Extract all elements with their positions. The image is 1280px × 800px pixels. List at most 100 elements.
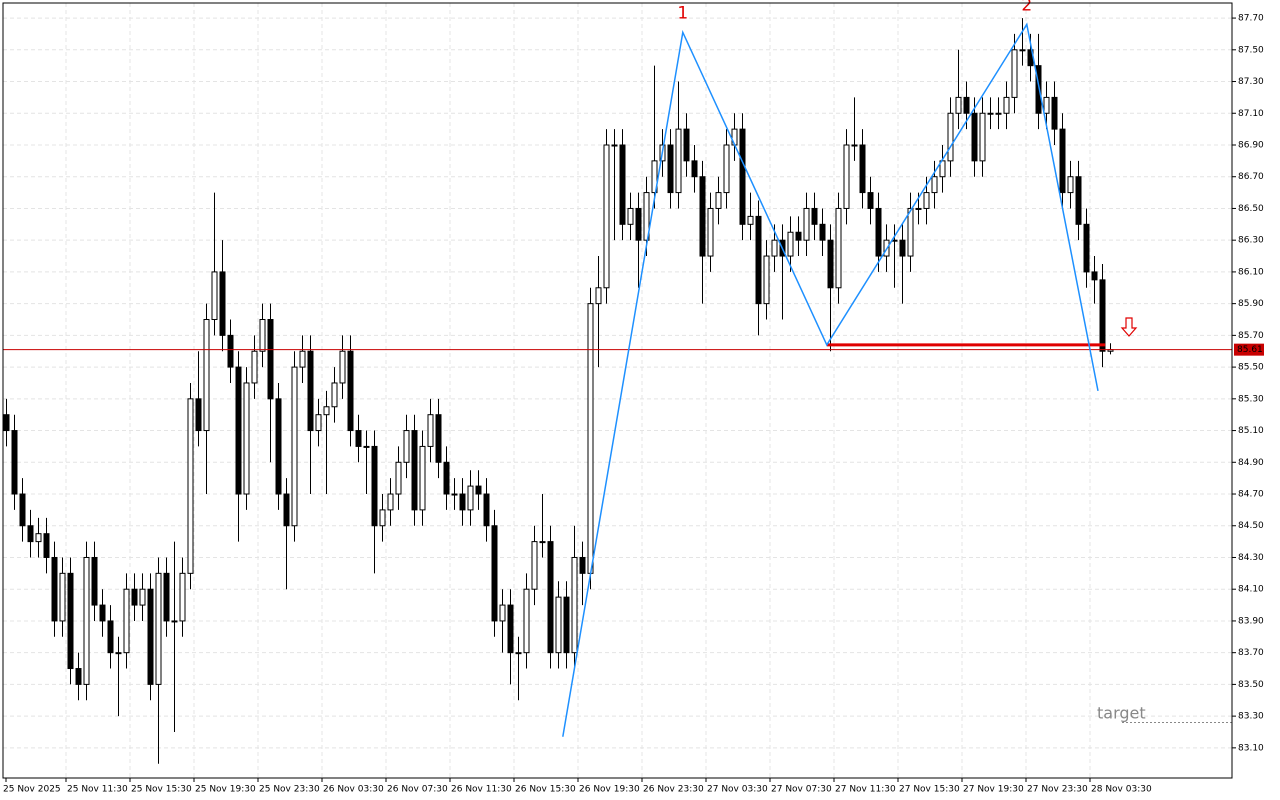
candle-body (1019, 49, 1026, 52)
plot-area: 1 2 target (3, 0, 1232, 764)
candle-body (1035, 65, 1042, 114)
candle-body (979, 112, 986, 162)
y-tick-label: 87.50 (1238, 45, 1264, 55)
candle-body (603, 144, 610, 289)
candle-body (1003, 96, 1010, 114)
pattern-label: 2 (1021, 0, 1032, 15)
candle-body (875, 207, 882, 257)
candle-body (859, 144, 866, 194)
x-tick-label: 28 Nov 03:30 (1091, 785, 1152, 795)
candle-body (683, 128, 690, 162)
zigzag-line (562, 22, 1099, 737)
target-label: target (1097, 703, 1146, 722)
candle-body (771, 239, 778, 257)
candle-body (355, 430, 362, 447)
candle-body (707, 207, 714, 257)
candle-body (339, 350, 346, 384)
candle-body (347, 350, 354, 432)
y-tick-label: 84.90 (1238, 458, 1264, 468)
plot-border (2, 2, 1233, 779)
y-tick-label: 87.10 (1238, 109, 1264, 119)
candle-body (907, 207, 914, 257)
candle-body (731, 128, 738, 146)
candle-body (635, 207, 642, 241)
x-tick-label: 26 Nov 11:30 (451, 785, 512, 795)
candle-body (259, 319, 266, 352)
axes: 83.10 83.30 83.50 83.70 83.90 84.10 84.30 84.50… (3, 14, 1264, 795)
candle-body (243, 382, 250, 495)
candle-body (131, 588, 138, 606)
y-tick-label: 84.10 (1238, 585, 1264, 595)
candle-body (531, 541, 538, 590)
candle-body (619, 144, 626, 225)
candle-body (627, 207, 634, 225)
candle-body (307, 350, 314, 432)
y-tick-label: 87.30 (1238, 77, 1264, 87)
y-tick-label: 85.70 (1238, 331, 1264, 341)
candle-body (787, 231, 794, 257)
candle-body (443, 461, 450, 495)
y-tick-label: 86.10 (1238, 267, 1264, 277)
candle-body (51, 556, 58, 622)
candle-body (35, 533, 42, 543)
candle-body (699, 176, 706, 257)
y-tick-label: 84.30 (1238, 553, 1264, 563)
candle-body (515, 652, 522, 655)
candle-body (371, 445, 378, 527)
candle-body (595, 287, 602, 305)
candle-body (1091, 271, 1098, 281)
candle-body (195, 398, 202, 432)
candle-body (955, 96, 962, 114)
pattern-label: 1 (677, 3, 688, 23)
candle-body (115, 652, 122, 655)
candle-body (379, 509, 386, 527)
candle-body (499, 604, 506, 622)
candle-body (691, 160, 698, 178)
candle-body (763, 255, 770, 305)
candle-body (43, 533, 50, 558)
x-tick-label: 27 Nov 03:30 (707, 785, 768, 795)
candle-body (827, 239, 834, 289)
x-tick-label: 25 Nov 11:30 (67, 785, 128, 795)
candle-body (651, 160, 658, 194)
candle-body (723, 144, 730, 194)
x-tick-label: 26 Nov 19:30 (579, 785, 640, 795)
candle-body (91, 556, 98, 606)
x-tick-label: 27 Nov 19:30 (963, 785, 1024, 795)
candle-body (147, 588, 154, 685)
candle-body (1011, 49, 1018, 98)
candle-body (107, 620, 114, 654)
y-tick-label: 86.70 (1238, 172, 1264, 182)
candle-body (667, 144, 674, 194)
y-tick-label: 84.70 (1238, 490, 1264, 500)
candle-body (59, 572, 66, 622)
candle-body (1083, 223, 1090, 273)
candle-body (995, 112, 1002, 115)
candle-body (923, 192, 930, 209)
candle-body (291, 366, 298, 527)
y-tick-label: 84.50 (1238, 521, 1264, 531)
candle-body (419, 445, 426, 511)
candle-body (99, 604, 106, 622)
candle-body (331, 382, 338, 408)
x-tick-label: 27 Nov 07:30 (771, 785, 832, 795)
candle-body (83, 556, 90, 685)
candle-body (579, 556, 586, 574)
x-tick-label: 25 Nov 2025 (3, 785, 61, 795)
candle-body (547, 541, 554, 654)
candle-body (803, 207, 810, 241)
candle-body (123, 588, 130, 654)
x-tick-label: 25 Nov 23:30 (259, 785, 320, 795)
candle-body (931, 176, 938, 194)
candle-body (11, 430, 18, 495)
candle-body (795, 231, 802, 241)
y-tick-label: 85.30 (1238, 394, 1264, 404)
y-tick-label: 86.90 (1238, 140, 1264, 150)
candle-body (539, 541, 546, 544)
y-tick-label: 83.50 (1238, 680, 1264, 690)
candle-body (1099, 279, 1106, 352)
candle-body (835, 207, 842, 289)
candle-body (363, 445, 370, 448)
candle-body (563, 596, 570, 654)
